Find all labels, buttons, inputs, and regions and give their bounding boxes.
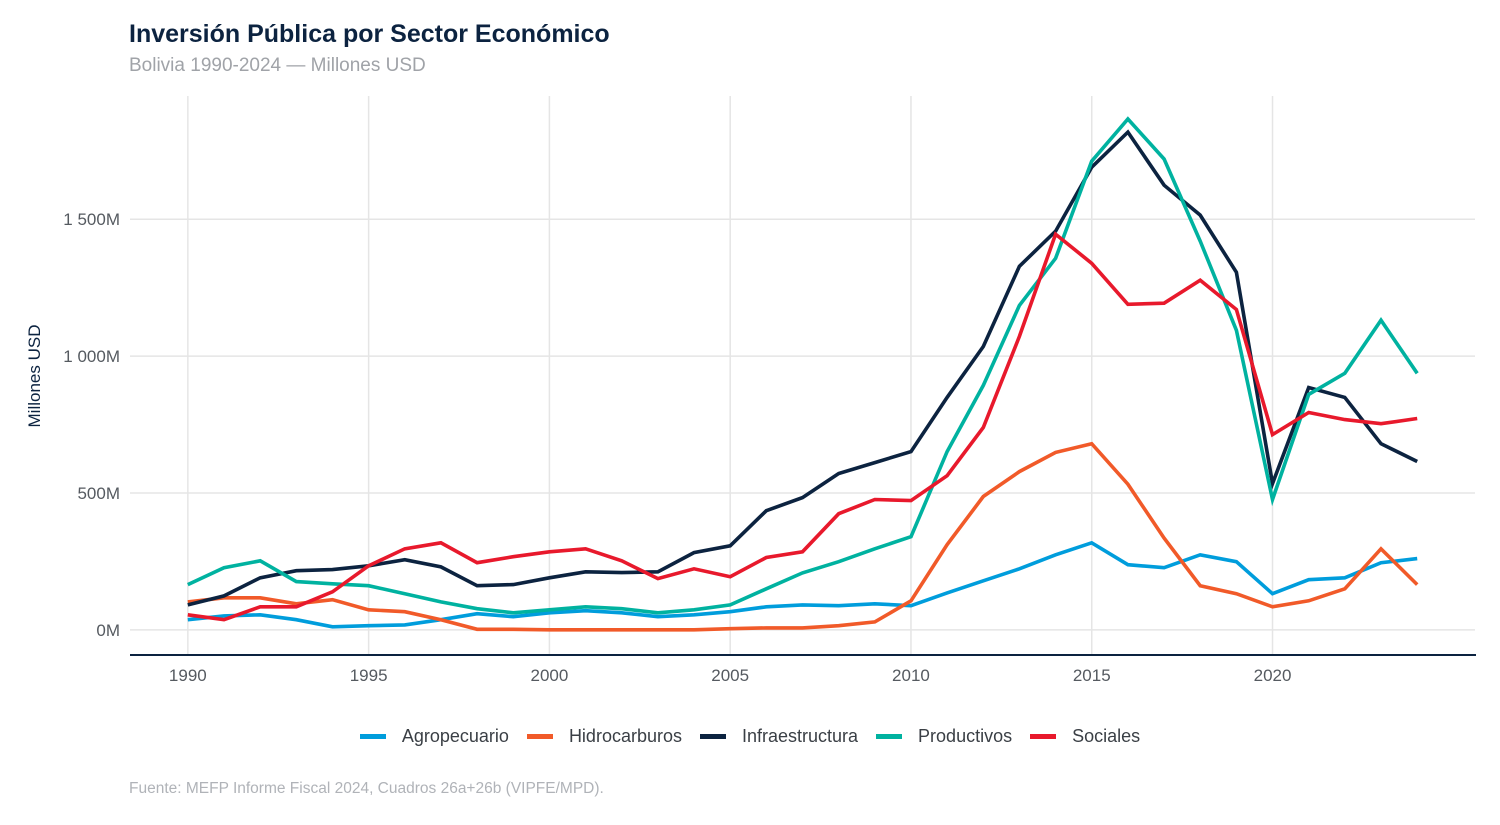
y-axis-ticks: 0M 500M 1 000M 1 500M (63, 210, 120, 640)
x-tick-label: 1990 (169, 666, 207, 685)
legend: Agropecuario Hidrocarburos Infraestructura… (0, 726, 1500, 747)
series-line-sociales (187, 231, 1418, 622)
x-tick-label: 2015 (1073, 666, 1111, 685)
legend-label: Productivos (918, 726, 1013, 746)
legend-swatch (699, 734, 726, 739)
y-tick-label: 1 000M (63, 347, 120, 366)
y-tick-label: 0M (96, 621, 120, 640)
legend-swatch (876, 734, 903, 739)
x-tick-label: 2020 (1254, 666, 1292, 685)
legend-label: Agropecuario (401, 726, 509, 746)
legend-swatch (526, 734, 553, 739)
legend-item-agropecuario: Agropecuario (359, 726, 509, 747)
x-tick-label: 1995 (350, 666, 388, 685)
legend-item-infraestructura: Infraestructura (699, 726, 859, 747)
y-tick-label: 1 500M (63, 210, 120, 229)
legend-swatch (1030, 734, 1057, 739)
gridlines (130, 96, 1475, 655)
legend-item-sociales: Sociales (1030, 726, 1140, 747)
x-tick-label: 2005 (711, 666, 749, 685)
legend-swatch (359, 734, 386, 739)
legend-label: Hidrocarburos (568, 726, 682, 746)
series-line-hidrocarburos (187, 441, 1419, 632)
x-tick-label: 2010 (892, 666, 930, 685)
x-axis-ticks: 1990 1995 2000 2005 2010 2015 2020 (169, 666, 1292, 685)
series-line-agropecuario (187, 540, 1418, 629)
y-axis-label: Millones USD (25, 325, 44, 428)
chart-subtitle: Bolivia 1990-2024 — Millones USD (129, 55, 426, 76)
x-tick-label: 2000 (530, 666, 568, 685)
y-tick-label: 500M (77, 484, 120, 503)
source-caption: Fuente: MEFP Informe Fiscal 2024, Cuadro… (129, 780, 604, 797)
legend-item-hidrocarburos: Hidrocarburos (526, 726, 682, 747)
series-line-infraestructura (187, 129, 1418, 607)
legend-item-productivos: Productivos (876, 726, 1012, 747)
legend-label: Sociales (1072, 726, 1141, 746)
legend-label: Infraestructura (741, 726, 859, 746)
series-line-productivos (187, 116, 1419, 615)
chart-title: Inversión Pública por Sector Económico (129, 20, 610, 48)
series-lines (187, 116, 1419, 632)
